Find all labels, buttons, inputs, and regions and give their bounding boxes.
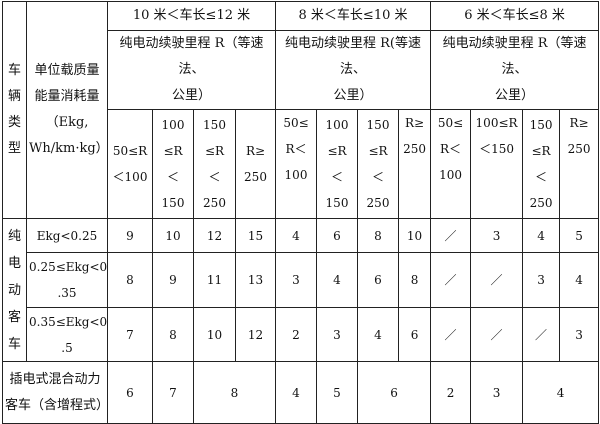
not-applicable-cell: ／ (522, 307, 561, 362)
subsidy-coefficient-cell: 4 (316, 252, 358, 308)
vehicle-type-header: 车 辆 类 型 (2, 1, 27, 219)
subsidy-coefficient-cell: 8 (357, 218, 399, 253)
range-bin-header: 50≤ R＜ 100 (430, 109, 472, 219)
subsidy-coefficient-cell: 10 (397, 218, 432, 253)
subsidy-coefficient-cell: 4 (357, 307, 399, 362)
subsidy-coefficient-cell: 3 (275, 252, 317, 308)
range-bin-header: 150 ≤R ＜ 250 (522, 109, 561, 219)
range-bin-header: R≥ 250 (235, 109, 276, 219)
subsidy-coefficient-cell: 8 (397, 252, 432, 308)
subsidy-coefficient-cell: 15 (235, 218, 276, 253)
subsidy-coefficient-cell: 8 (107, 252, 153, 308)
subsidy-coefficient-cell: 5 (316, 361, 358, 424)
range-bin-header: 100≤R ＜150 (470, 109, 524, 219)
range-header: 纯电动续驶里程 R（等速法、 公里） (430, 30, 600, 110)
length-group-header: 10 米＜车长≤12 米 (107, 1, 276, 31)
subsidy-coefficient-cell: 6 (316, 218, 358, 253)
not-applicable-cell: ／ (430, 218, 472, 253)
range-bin-header: 150 ≤R ＜ 250 (357, 109, 399, 219)
subsidy-coefficient-cell: 6 (356, 361, 432, 424)
range-bin-header: 100 ≤R ＜ 150 (152, 109, 194, 219)
subsidy-coefficient-cell: 7 (107, 307, 153, 362)
ekg-range-cell: Ekg<0.25 (26, 218, 108, 253)
range-bin-header: R≥ 250 (397, 109, 432, 219)
subsidy-coefficient-cell: 10 (193, 307, 236, 362)
subsidy-coefficient-cell: 2 (275, 307, 317, 362)
not-applicable-cell: ／ (470, 252, 524, 308)
subsidy-coefficient-cell: 2 (430, 361, 472, 424)
not-applicable-cell: ／ (430, 307, 472, 362)
range-bin-header: 150 ≤R ＜ 250 (193, 109, 236, 219)
range-bin-header: 100 ≤R ＜ 150 (316, 109, 358, 219)
subsidy-coefficient-cell: 9 (152, 252, 194, 308)
range-bin-header: 50≤R ＜100 (107, 109, 153, 219)
bev-label: 纯 电 动 客 车 (2, 218, 27, 362)
not-applicable-cell: ／ (470, 307, 524, 362)
subsidy-coefficient-cell: 11 (193, 252, 236, 308)
subsidy-coefficient-cell: 3 (470, 218, 524, 253)
subsidy-coefficient-cell: 5 (559, 218, 600, 253)
subsidy-coefficient-cell: 3 (522, 252, 561, 308)
range-bin-header: R≥ 250 (559, 109, 600, 219)
not-applicable-cell: ／ (430, 252, 472, 308)
subsidy-coefficient-cell: 13 (235, 252, 276, 308)
ekg-range-cell: 0.35≤Ekg<0 .5 (26, 307, 108, 362)
subsidy-coefficient-cell: 12 (235, 307, 276, 362)
phev-label: 插电式混合动力 客车（含增程式） (2, 361, 108, 424)
subsidy-coefficient-cell: 8 (193, 361, 276, 424)
subsidy-coefficient-cell: 10 (152, 218, 194, 253)
length-group-header: 8 米＜车长≤10 米 (274, 1, 432, 31)
subsidy-coefficient-cell: 12 (193, 218, 236, 253)
length-group-header: 6 米＜车长≤8 米 (430, 1, 600, 31)
subsidy-coefficient-cell: 6 (357, 252, 399, 308)
subsidy-coefficient-cell: 7 (152, 361, 194, 424)
subsidy-coefficient-cell: 3 (316, 307, 358, 362)
subsidy-coefficient-cell: 9 (107, 218, 153, 253)
energy-consumption-header: 单位载质量 能量消耗量 （Ekg, Wh/km·kg） (26, 1, 108, 219)
subsidy-coefficient-cell: 4 (522, 361, 600, 424)
subsidy-coefficient-cell: 4 (559, 252, 600, 308)
subsidy-coefficient-cell: 3 (559, 307, 600, 362)
range-header: 纯电动续驶里程 R(等速法、 公里） (274, 30, 432, 110)
subsidy-coefficient-cell: 4 (275, 361, 317, 424)
range-bin-header: 50≤ R＜ 100 (275, 109, 317, 219)
subsidy-coefficient-cell: 3 (470, 361, 524, 424)
ekg-range-cell: 0.25≤Ekg<0 .35 (26, 252, 108, 308)
subsidy-coefficient-cell: 8 (152, 307, 194, 362)
subsidy-coefficient-cell: 6 (107, 361, 153, 424)
subsidy-coefficient-cell: 6 (397, 307, 432, 362)
subsidy-coefficient-cell: 4 (275, 218, 317, 253)
range-header: 纯电动续驶里程 R（等速法、 公里） (107, 30, 276, 110)
subsidy-coefficient-cell: 4 (522, 218, 561, 253)
